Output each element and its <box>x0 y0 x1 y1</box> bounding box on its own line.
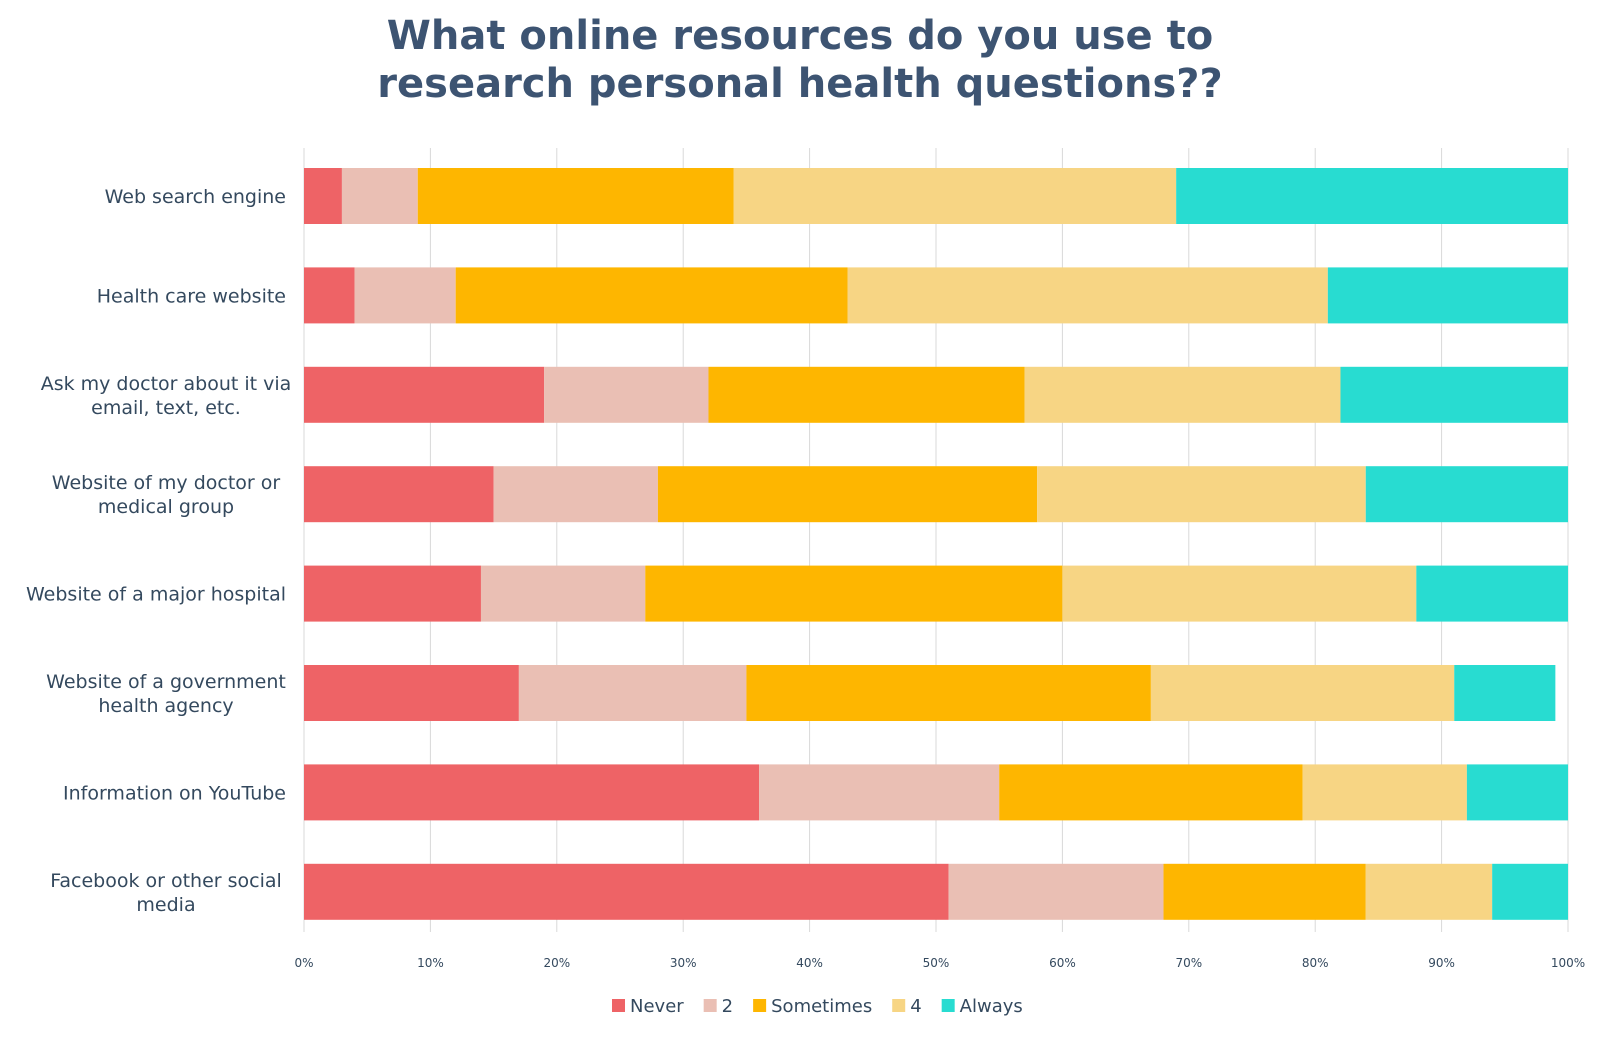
bar-segment-4 <box>847 267 1328 324</box>
bar-segment-2 <box>480 565 646 622</box>
bar-segment-sometimes <box>999 764 1303 821</box>
bar-segment-never <box>304 168 342 224</box>
category-label: Website of my doctor or medical group <box>52 472 281 518</box>
bar-segment-always <box>1176 168 1568 224</box>
category-label-line: health agency <box>98 695 233 717</box>
category-label-line: medical group <box>98 496 234 518</box>
bar-segment-always <box>1492 863 1568 920</box>
chart-title-line-1: What online resources do you use to <box>386 13 1214 59</box>
bar-segment-2 <box>493 466 658 523</box>
bar-segment-2 <box>341 168 418 224</box>
bar-segment-2 <box>518 665 747 721</box>
x-tick-label: 30% <box>670 956 697 970</box>
bar-segment-always <box>1340 366 1568 423</box>
category-label-line: Facebook or other social <box>50 870 282 892</box>
bar-segment-always <box>1416 565 1568 622</box>
category-label: Website of a government health agency <box>46 671 286 717</box>
category-label-line: Web search engine <box>105 186 286 208</box>
bar-segment-sometimes <box>1163 863 1366 920</box>
bar-segment-always <box>1454 665 1556 721</box>
bar-segment-4 <box>733 168 1177 224</box>
x-tick-label: 0% <box>294 956 313 970</box>
x-tick-label: 60% <box>1049 956 1076 970</box>
legend-label: 2 <box>722 996 733 1017</box>
category-label-line: Ask my doctor about it via <box>41 373 292 395</box>
bar-segment-2 <box>948 863 1164 920</box>
x-tick-label: 40% <box>796 956 823 970</box>
legend-label: 4 <box>910 996 921 1017</box>
bar-segment-never <box>304 466 494 523</box>
bar-segment-never <box>304 366 545 423</box>
x-tick-label: 20% <box>543 956 570 970</box>
legend-item-4: 4 <box>892 996 922 1017</box>
legend-swatch <box>753 999 767 1012</box>
bar-segment-always <box>1466 764 1568 821</box>
category-label-line: media <box>136 894 195 916</box>
bar-segment-sometimes <box>657 466 1038 523</box>
category-labels: Web search engine Health care website Ask … <box>26 186 291 916</box>
category-label-line: Website of a government <box>46 671 286 693</box>
legend-swatch <box>941 999 955 1012</box>
legend-label: Sometimes <box>771 996 872 1017</box>
legend-swatch <box>612 999 625 1012</box>
bar-segment-sometimes <box>645 565 1063 622</box>
bar-segment-2 <box>354 267 456 324</box>
bar-segment-never <box>304 665 519 721</box>
bar-segment-sometimes <box>455 267 848 324</box>
chart-title-line-2: research personal health questions?? <box>377 61 1223 107</box>
x-axis-tick-labels: 0% 10% 20% 30% 40% 50% 60% 70% 80% 90% 100% <box>294 956 1585 970</box>
legend-label: Always <box>960 996 1023 1017</box>
bar-segment-sometimes <box>746 665 1151 721</box>
category-label: Website of a major hospital <box>26 584 286 606</box>
category-label: Health care website <box>97 285 286 307</box>
bar-segment-sometimes <box>708 366 1025 423</box>
x-tick-label: 90% <box>1428 956 1455 970</box>
category-label: Ask my doctor about it via email, text, e… <box>41 373 292 419</box>
x-tick-label: 10% <box>417 956 444 970</box>
category-label-line: Website of a major hospital <box>26 584 286 606</box>
bar-segment-2 <box>544 366 709 423</box>
bar-segment-never <box>304 863 949 920</box>
bar-segment-sometimes <box>417 168 734 224</box>
x-tick-label: 50% <box>923 956 950 970</box>
category-label-line: Health care website <box>97 285 286 307</box>
bar-segment-always <box>1327 267 1568 324</box>
bar-segment-never <box>304 267 355 324</box>
category-label-line: Website of my doctor or <box>52 472 281 494</box>
bar-segment-4 <box>1365 863 1493 920</box>
legend-swatch <box>892 999 906 1012</box>
category-label-line: email, text, etc. <box>91 397 241 419</box>
category-label-line: Information on YouTube <box>63 782 286 804</box>
x-tick-label: 80% <box>1302 956 1329 970</box>
bar-segment-4 <box>1024 366 1341 423</box>
legend-item-never: Never <box>612 996 684 1017</box>
category-label: Web search engine <box>105 186 286 208</box>
legend-swatch <box>703 999 717 1012</box>
category-label: Information on YouTube <box>63 782 286 804</box>
legend-label: Never <box>630 996 684 1017</box>
x-tick-label: 100% <box>1551 956 1585 970</box>
bars <box>304 168 1568 920</box>
bar-segment-4 <box>1062 565 1417 622</box>
legend-item-always: Always <box>941 996 1023 1017</box>
x-tick-label: 70% <box>1175 956 1202 970</box>
bar-segment-never <box>304 565 481 622</box>
bar-segment-2 <box>759 764 1000 821</box>
bar-segment-4 <box>1150 665 1455 721</box>
legend-item-2: 2 <box>703 996 733 1017</box>
legend-item-sometimes: Sometimes <box>753 996 872 1017</box>
bar-segment-4 <box>1302 764 1467 821</box>
legend: Never 2 Sometimes 4 Always <box>612 996 1023 1017</box>
category-label: Facebook or other social media <box>50 870 282 916</box>
bar-segment-4 <box>1037 466 1366 523</box>
bar-segment-never <box>304 764 760 821</box>
chart-title: What online resources do you use to rese… <box>0 12 1600 108</box>
bar-segment-always <box>1365 466 1568 523</box>
